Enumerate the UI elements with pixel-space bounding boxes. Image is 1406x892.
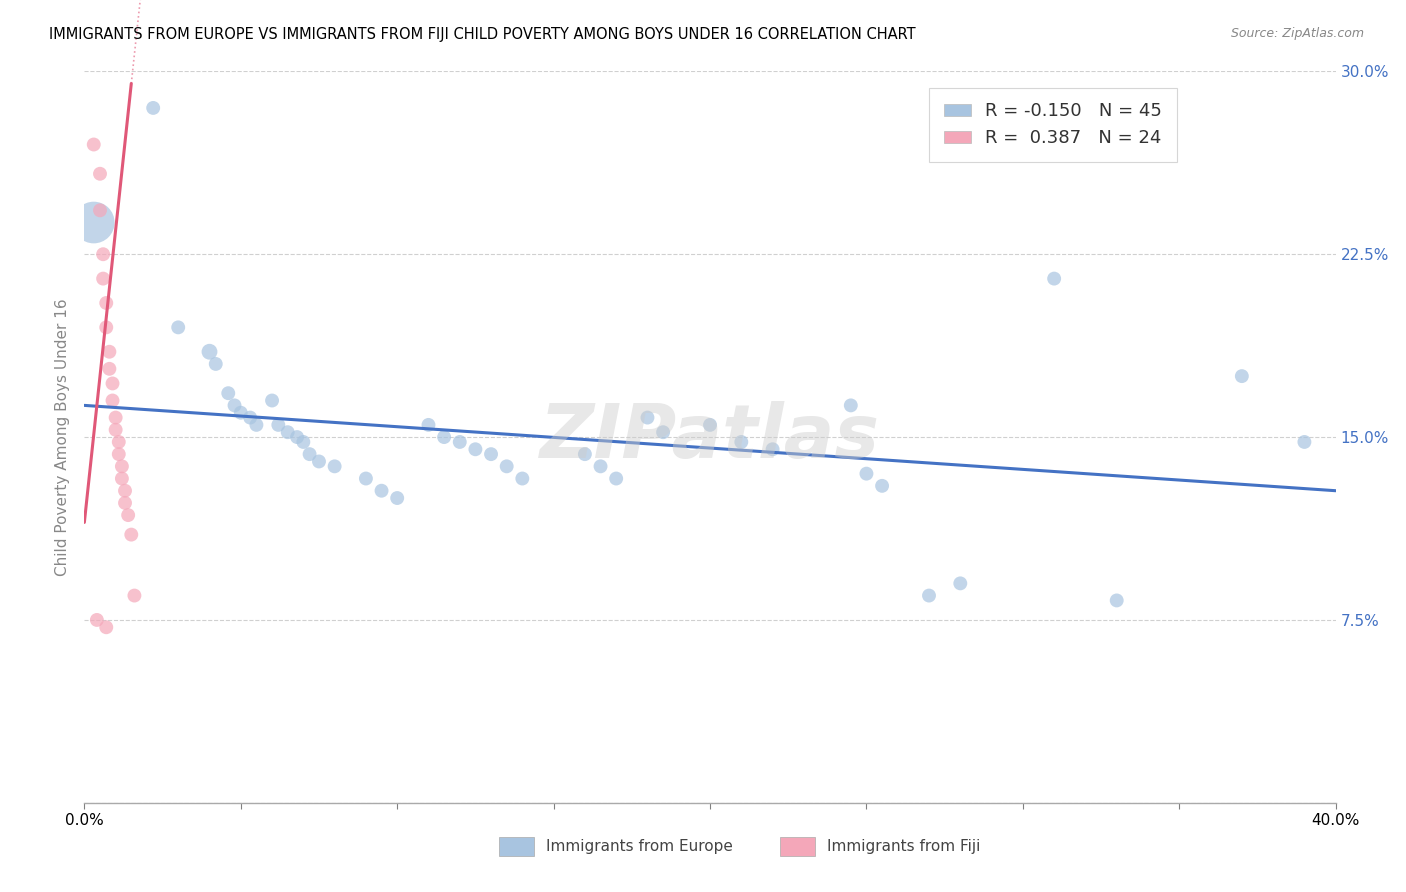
Point xyxy=(198,344,221,359)
Text: ZIPatlas: ZIPatlas xyxy=(540,401,880,474)
Point xyxy=(245,417,267,432)
Point xyxy=(114,496,136,510)
Point xyxy=(107,434,129,449)
Point xyxy=(433,430,456,444)
Point xyxy=(120,527,142,541)
Point xyxy=(89,203,111,218)
Point xyxy=(124,589,146,603)
Point xyxy=(637,410,659,425)
Point xyxy=(98,344,121,359)
Point xyxy=(574,447,596,461)
Point xyxy=(385,491,409,505)
Point xyxy=(512,471,534,485)
Text: Immigrants from Europe: Immigrants from Europe xyxy=(546,839,733,854)
Point xyxy=(1105,593,1128,607)
Point xyxy=(839,398,862,412)
Point xyxy=(949,576,972,591)
Text: Immigrants from Fiji: Immigrants from Fiji xyxy=(827,839,980,854)
Point xyxy=(370,483,392,498)
Point xyxy=(204,357,226,371)
Point xyxy=(96,296,118,310)
Point xyxy=(83,137,105,152)
Point xyxy=(464,442,486,457)
Y-axis label: Child Poverty Among Boys Under 16: Child Poverty Among Boys Under 16 xyxy=(55,298,70,576)
Point xyxy=(870,479,893,493)
Point xyxy=(855,467,877,481)
Point xyxy=(918,589,941,603)
Point xyxy=(292,434,315,449)
Point xyxy=(96,620,118,634)
Point xyxy=(224,398,246,412)
Point xyxy=(495,459,517,474)
Point xyxy=(239,410,262,425)
Point xyxy=(1294,434,1316,449)
Point xyxy=(589,459,612,474)
Point xyxy=(262,393,284,408)
Point xyxy=(86,613,108,627)
Text: Source: ZipAtlas.com: Source: ZipAtlas.com xyxy=(1230,27,1364,40)
Point xyxy=(117,508,139,522)
Point xyxy=(111,459,134,474)
Point xyxy=(323,459,346,474)
Point xyxy=(114,483,136,498)
Point xyxy=(762,442,785,457)
Point xyxy=(83,215,105,229)
Legend: R = -0.150   N = 45, R =  0.387   N = 24: R = -0.150 N = 45, R = 0.387 N = 24 xyxy=(929,87,1177,161)
Point xyxy=(354,471,377,485)
Text: IMMIGRANTS FROM EUROPE VS IMMIGRANTS FROM FIJI CHILD POVERTY AMONG BOYS UNDER 16: IMMIGRANTS FROM EUROPE VS IMMIGRANTS FRO… xyxy=(49,27,915,42)
Point xyxy=(101,376,124,391)
Point xyxy=(1043,271,1066,285)
Point xyxy=(96,320,118,334)
Point xyxy=(479,447,502,461)
Point xyxy=(107,447,129,461)
Point xyxy=(285,430,308,444)
Point xyxy=(142,101,165,115)
Point xyxy=(104,423,127,437)
Point xyxy=(111,471,134,485)
Point xyxy=(730,434,752,449)
Point xyxy=(298,447,321,461)
Point xyxy=(98,361,121,376)
Point xyxy=(91,271,114,285)
Point xyxy=(167,320,190,334)
Point xyxy=(605,471,627,485)
Point xyxy=(89,167,111,181)
Point xyxy=(91,247,114,261)
Point xyxy=(217,386,239,401)
Point xyxy=(229,406,252,420)
Point xyxy=(449,434,471,449)
Point xyxy=(277,425,299,440)
Point xyxy=(418,417,440,432)
Point xyxy=(104,410,127,425)
Point xyxy=(267,417,290,432)
Point xyxy=(101,393,124,408)
Point xyxy=(1230,369,1253,384)
Point xyxy=(652,425,675,440)
Point xyxy=(699,417,721,432)
Point xyxy=(308,454,330,468)
